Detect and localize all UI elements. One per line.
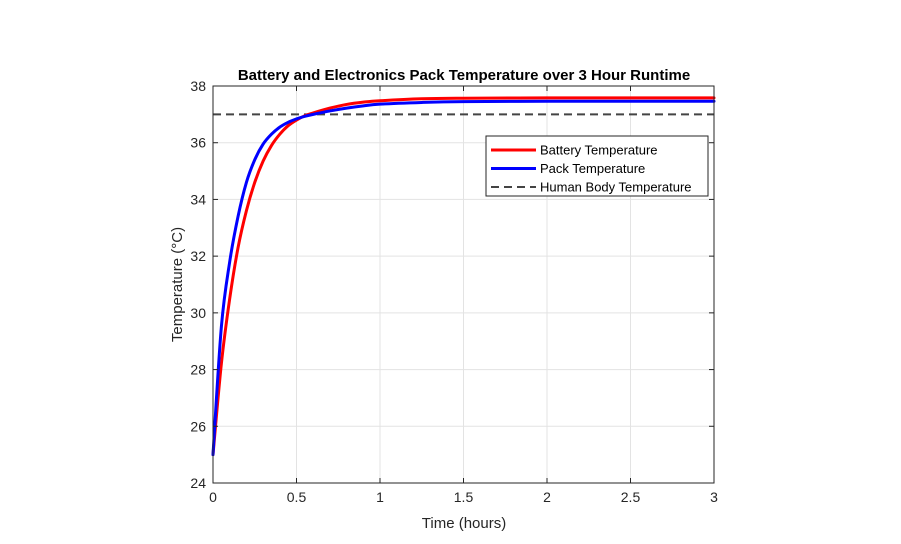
y-tick-label: 30: [190, 305, 206, 321]
legend-label: Human Body Temperature: [540, 180, 692, 195]
chart-title: Battery and Electronics Pack Temperature…: [238, 67, 690, 84]
legend-label: Battery Temperature: [540, 143, 658, 158]
y-tick-label: 36: [190, 135, 206, 151]
y-tick-label: 26: [190, 418, 206, 434]
x-tick-label: 1: [376, 489, 384, 505]
y-tick-label: 34: [190, 191, 206, 207]
legend-label: Pack Temperature: [540, 161, 645, 176]
x-tick-label: 0: [209, 489, 217, 505]
y-tick-label: 28: [190, 362, 206, 378]
x-axis-label: Time (hours): [422, 515, 506, 532]
x-tick-label: 3: [710, 489, 718, 505]
y-tick-label: 38: [190, 78, 206, 94]
series-line-pack-temperature: [211, 99, 716, 457]
x-tick-label: 1.5: [454, 489, 474, 505]
x-tick-label: 2.5: [621, 489, 641, 505]
y-axis-label: Temperature (°C): [169, 227, 186, 342]
y-tick-label: 24: [190, 475, 206, 491]
x-tick-label: 2: [543, 489, 551, 505]
y-tick-label: 32: [190, 248, 206, 264]
axis-ticks: 0 0.5 1 1.5 2 2.5 3 24 26 28 30 32 34 36 38: [190, 78, 718, 505]
plot-series: [211, 96, 716, 457]
legend: Battery Temperature Pack Temperature Human…: [485, 135, 709, 197]
x-tick-label: 0.5: [287, 489, 307, 505]
